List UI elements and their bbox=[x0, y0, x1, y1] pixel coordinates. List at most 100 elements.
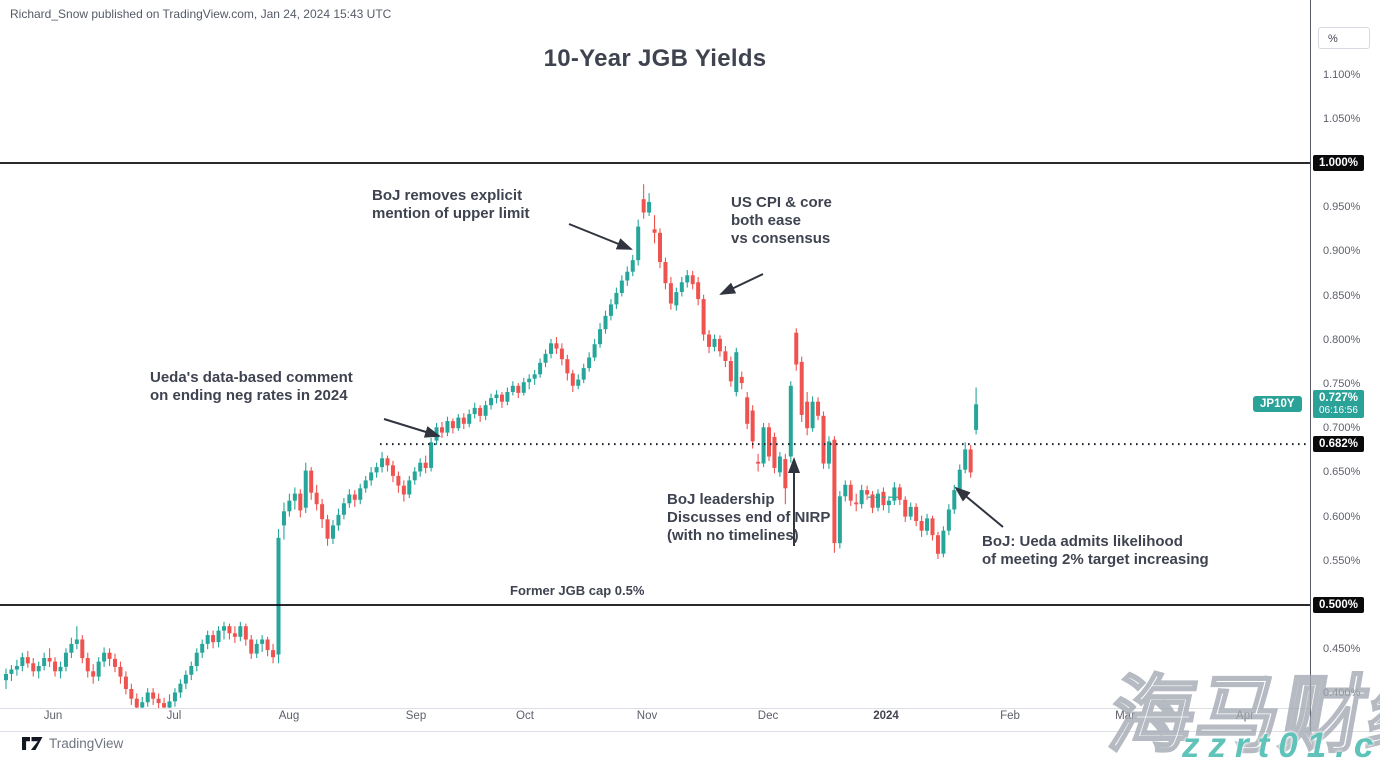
candle-body bbox=[777, 456, 782, 473]
candle-body bbox=[341, 503, 346, 515]
candle-body bbox=[854, 502, 859, 505]
candle-body bbox=[63, 652, 68, 667]
candle-body bbox=[20, 657, 25, 666]
annotation-former-jgb-cap: Former JGB cap 0.5% bbox=[510, 583, 645, 598]
price-tick-label: 1.100% bbox=[1323, 68, 1361, 81]
price-tick-label: 0.750% bbox=[1323, 378, 1361, 390]
candle-body bbox=[140, 702, 145, 708]
candle-body bbox=[925, 518, 930, 531]
candle-body bbox=[679, 282, 684, 292]
symbol-price-label: JP10Y bbox=[1253, 396, 1302, 412]
candle-body bbox=[549, 343, 553, 354]
candle-body bbox=[587, 357, 592, 369]
candle-body bbox=[456, 417, 461, 429]
candle-body bbox=[957, 469, 962, 490]
candle-body bbox=[118, 666, 123, 677]
candle-body bbox=[625, 271, 630, 281]
candle-body bbox=[816, 401, 821, 416]
annotation-arrow bbox=[954, 486, 1004, 528]
annotation-ueda-2pct-target: BoJ: Ueda admits likelihood of meeting 2%… bbox=[982, 533, 1209, 568]
candle-body bbox=[260, 639, 265, 644]
time-axis-label-sep: Sep bbox=[405, 710, 427, 722]
price-badge-lower-line: 0.500% bbox=[1313, 597, 1365, 613]
candle-body bbox=[489, 398, 494, 406]
candle-body bbox=[232, 633, 237, 637]
candle-body bbox=[603, 315, 608, 330]
candle-body bbox=[707, 334, 712, 347]
candle-body bbox=[521, 382, 526, 393]
candle-body bbox=[532, 374, 537, 379]
candle-body bbox=[401, 485, 406, 495]
candle-body bbox=[914, 506, 919, 521]
candle-body bbox=[189, 666, 194, 675]
candle-body bbox=[309, 470, 314, 493]
candle-body bbox=[412, 471, 417, 481]
candle-body bbox=[96, 661, 101, 677]
annotation-arrow bbox=[568, 223, 633, 250]
candle-body bbox=[876, 493, 880, 508]
candle-body bbox=[592, 344, 597, 358]
time-axis-label-jun: Jun bbox=[43, 710, 63, 722]
candle-body bbox=[178, 683, 183, 693]
candle-body bbox=[325, 519, 330, 539]
candle-body bbox=[380, 458, 385, 468]
candlestick-plot[interactable] bbox=[0, 0, 1310, 708]
candle-body bbox=[647, 201, 652, 213]
candle-body bbox=[614, 292, 619, 305]
price-axis[interactable]: % 1.100% 1.050% 1.000% 0.950% 0.900% 0.850% 0.… bbox=[1310, 0, 1380, 731]
time-axis-label-mar: Mar bbox=[1115, 710, 1135, 722]
candle-body bbox=[352, 494, 357, 500]
candle-body bbox=[674, 292, 679, 306]
candle-body bbox=[314, 492, 319, 505]
candle-body bbox=[162, 703, 167, 708]
candle-body bbox=[303, 470, 308, 508]
annotation-us-cpi: US CPI & core both ease vs consensus bbox=[731, 194, 832, 247]
candle-body bbox=[183, 674, 188, 684]
candle-body bbox=[559, 348, 564, 360]
time-axis-label-nov: Nov bbox=[636, 710, 658, 722]
annotation-arrow bbox=[719, 273, 764, 295]
candle-body bbox=[129, 689, 134, 699]
candle-body bbox=[837, 496, 842, 544]
candle-body bbox=[935, 535, 940, 554]
price-tick-label: 0.700% bbox=[1323, 422, 1361, 435]
tradingview-mark-icon bbox=[22, 737, 43, 750]
candle-body bbox=[134, 698, 139, 708]
bar-countdown: 06:16:56 bbox=[1319, 405, 1358, 416]
candle-body bbox=[271, 650, 276, 658]
candle-body bbox=[750, 410, 755, 442]
price-unit-button[interactable]: % bbox=[1318, 27, 1370, 49]
time-axis-separator bbox=[0, 708, 1380, 709]
candle-body bbox=[756, 461, 761, 464]
candle-body bbox=[516, 385, 521, 393]
candle-body bbox=[843, 484, 848, 497]
candle-body bbox=[347, 494, 352, 504]
tradingview-logo-text: TradingView bbox=[49, 736, 124, 751]
candle-body bbox=[336, 514, 341, 526]
candle-body bbox=[652, 229, 657, 233]
tradingview-logo[interactable]: TradingView bbox=[22, 736, 123, 751]
annotation-arrow bbox=[383, 418, 441, 438]
candle-body bbox=[554, 343, 559, 349]
candle-body bbox=[483, 405, 488, 416]
candle-body bbox=[908, 506, 913, 517]
candle-body bbox=[254, 643, 259, 654]
candle-body bbox=[952, 490, 957, 510]
price-tick-label: 0.550% bbox=[1323, 554, 1361, 567]
candle-body bbox=[903, 499, 908, 517]
candle-body bbox=[728, 361, 733, 382]
candle-body bbox=[102, 652, 107, 662]
candle-body bbox=[156, 698, 161, 704]
candle-body bbox=[685, 275, 690, 283]
candle-body bbox=[423, 462, 428, 468]
candle-body bbox=[848, 484, 853, 501]
candle-body bbox=[298, 493, 303, 511]
candle-body bbox=[53, 661, 58, 672]
candle-body bbox=[478, 407, 483, 416]
candle-body bbox=[859, 490, 864, 505]
candle-body bbox=[739, 376, 744, 384]
candle-body bbox=[418, 462, 423, 472]
candle-body bbox=[658, 232, 662, 262]
candle-body bbox=[788, 385, 793, 457]
last-price-badge: 0.727% 06:16:56 bbox=[1313, 390, 1365, 418]
